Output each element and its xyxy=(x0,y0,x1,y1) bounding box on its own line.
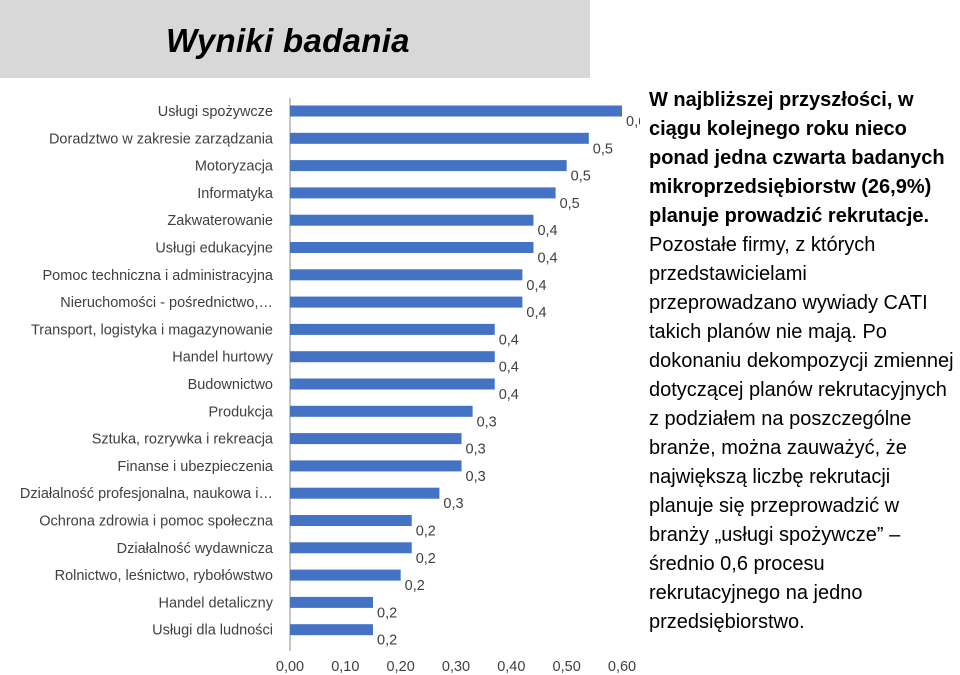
category-label: Finanse i ubezpieczenia xyxy=(117,459,274,475)
category-label: Działalność wydawnicza xyxy=(117,541,274,557)
bar xyxy=(290,487,440,499)
x-tick-label: 0,50 xyxy=(553,659,581,675)
category-label: Motoryzacja xyxy=(195,159,274,175)
data-label: 0,4 xyxy=(499,387,519,403)
data-label: 0,3 xyxy=(477,414,497,430)
data-label: 0,3 xyxy=(466,469,486,485)
bar xyxy=(290,351,495,363)
bar xyxy=(290,405,473,417)
x-tick-label: 0,30 xyxy=(442,659,470,675)
data-label: 0,4 xyxy=(499,360,519,376)
data-label: 0,2 xyxy=(416,551,436,567)
category-label: Handel hurtowy xyxy=(172,350,273,366)
data-label: 0,2 xyxy=(416,524,436,540)
category-label: Doradztwo w zakresie zarządzania xyxy=(49,131,274,147)
category-label: Pomoc techniczna i administracyjna xyxy=(43,268,274,284)
category-label: Ochrona zdrowia i pomoc społeczna xyxy=(39,514,274,530)
data-label: 0,2 xyxy=(377,605,397,621)
bar xyxy=(290,624,373,636)
bar xyxy=(290,515,412,526)
bar xyxy=(290,160,567,172)
data-label: 0,6 xyxy=(626,114,640,130)
data-label: 0,4 xyxy=(526,278,546,294)
category-label: Transport, logistyka i magazynowanie xyxy=(31,322,273,338)
data-label: 0,4 xyxy=(499,332,519,348)
category-label: Produkcja xyxy=(209,404,274,420)
page-title: Wyniki badania xyxy=(166,22,410,59)
category-label: Rolnictwo, leśnictwo, rybołówstwo xyxy=(55,568,273,584)
data-label: 0,3 xyxy=(466,442,486,458)
data-label: 0,4 xyxy=(537,251,557,267)
bar xyxy=(290,242,534,253)
bar xyxy=(290,569,401,581)
data-label: 0,5 xyxy=(593,141,613,157)
x-tick-label: 0,40 xyxy=(497,659,525,675)
category-label: Zakwaterowanie xyxy=(167,213,273,229)
data-label: 0,5 xyxy=(560,196,580,212)
category-label: Handel detaliczny xyxy=(159,595,274,611)
category-label: Informatyka xyxy=(197,186,274,202)
data-label: 0,4 xyxy=(537,223,557,239)
bar xyxy=(290,214,534,226)
bar xyxy=(290,323,495,335)
bar xyxy=(290,460,462,472)
x-tick-label: 0,00 xyxy=(276,659,304,675)
title-band xyxy=(0,0,590,78)
bar xyxy=(290,187,556,199)
category-label: Działalność profesjonalna, naukowa i… xyxy=(20,486,273,502)
category-label: Usługi edukacyjne xyxy=(155,241,273,257)
data-label: 0,2 xyxy=(377,633,397,649)
bar xyxy=(290,542,412,554)
x-tick-label: 0,60 xyxy=(608,659,636,675)
side-note-highlight: W najbliższej przyszłości, w ciągu kolej… xyxy=(649,89,945,227)
bar xyxy=(290,269,523,281)
category-label: Sztuka, rozrywka i rekreacja xyxy=(92,432,274,448)
side-note: W najbliższej przyszłości, w ciągu kolej… xyxy=(649,86,957,637)
x-tick-label: 0,10 xyxy=(331,659,359,675)
data-label: 0,3 xyxy=(443,496,463,512)
bar xyxy=(290,132,589,144)
category-label: Nieruchomości - pośrednictwo,… xyxy=(60,295,273,311)
data-label: 0,5 xyxy=(571,169,591,185)
bar xyxy=(290,378,495,390)
bar xyxy=(290,105,622,117)
x-tick-label: 0,20 xyxy=(387,659,415,675)
data-label: 0,2 xyxy=(405,578,425,594)
bar-chart: Usługi spożywcze 0,6 Doradztwo w zakresie … xyxy=(20,98,640,675)
bar xyxy=(290,433,462,445)
side-note-text-2: Po dokonaniu dekompozycji zmiennej dotyc… xyxy=(649,321,954,633)
data-label: 0,4 xyxy=(526,305,546,321)
category-label: Usługi dla ludności xyxy=(152,623,273,639)
bar xyxy=(290,296,523,308)
bar xyxy=(290,596,373,608)
side-note-text-1: Pozostałe firmy, z których przedstawicie… xyxy=(649,234,928,343)
category-label: Usługi spożywcze xyxy=(158,104,273,120)
category-label: Budownictwo xyxy=(188,377,273,393)
